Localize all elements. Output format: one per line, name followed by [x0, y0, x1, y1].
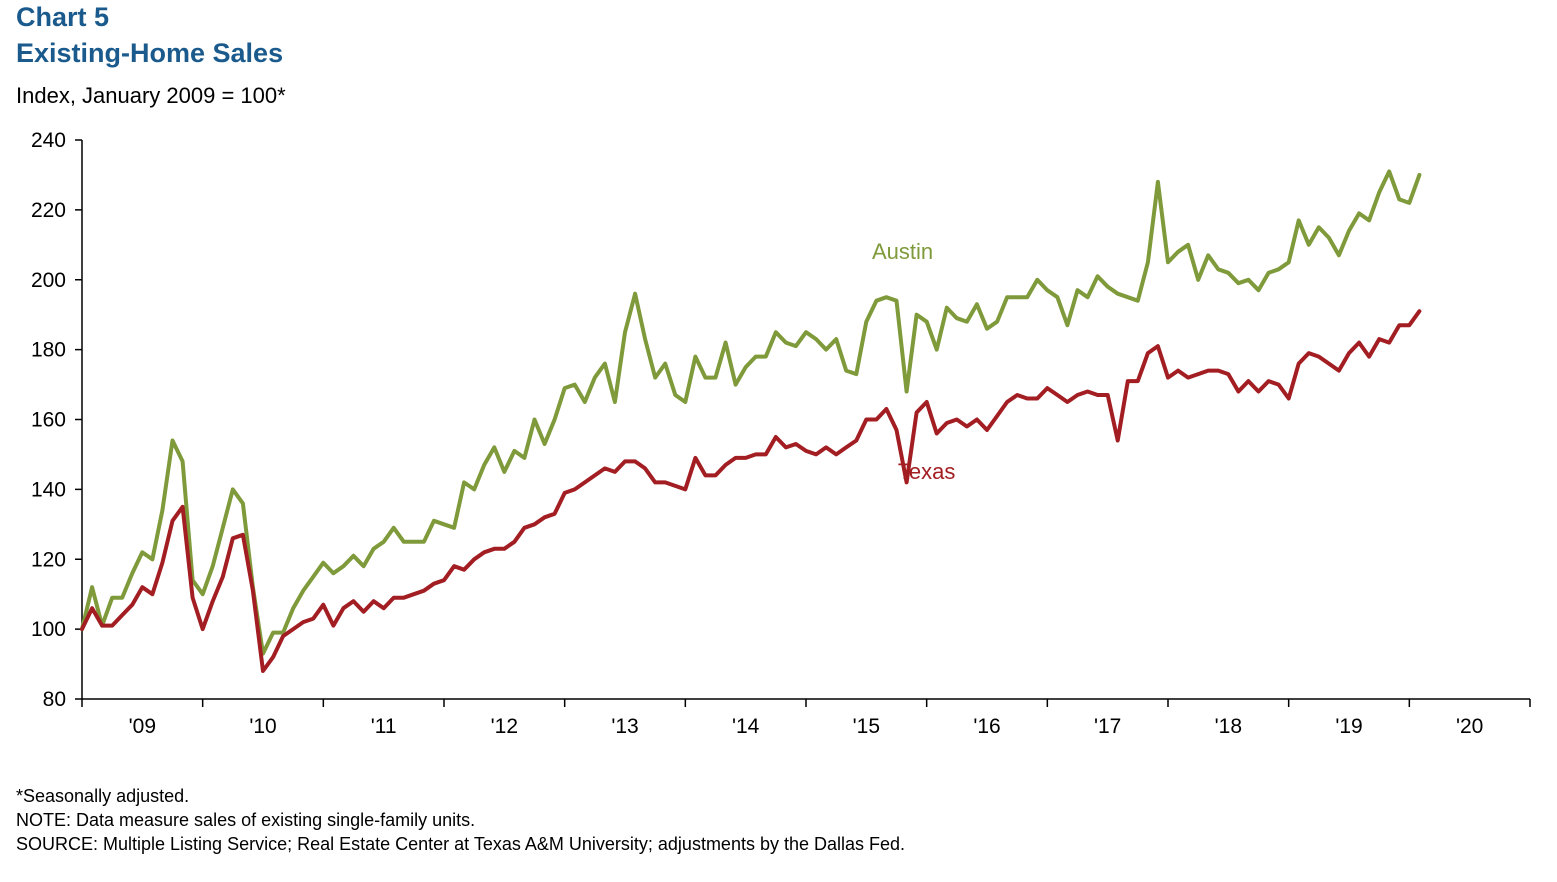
chart-number: Chart 5 — [16, 2, 110, 32]
y-tick-label: 220 — [31, 199, 66, 222]
series-lines — [80, 169, 1422, 673]
y-tick-label: 140 — [31, 478, 66, 501]
chart-subtitle: Index, January 2009 = 100* — [16, 83, 286, 108]
x-tick-label: '16 — [973, 715, 1000, 738]
footnote-source: SOURCE: Multiple Listing Service; Real E… — [16, 834, 906, 854]
x-tick-label: '09 — [129, 715, 156, 738]
x-tick-label: '12 — [491, 715, 518, 738]
axes: 80 100 120 140 160 180 200 220 240 '09 '10 '11 '12 '1… — [31, 129, 1531, 738]
x-tick-label: '17 — [1094, 715, 1121, 738]
y-tick-label: 180 — [31, 339, 66, 362]
x-tick-label: '10 — [249, 715, 276, 738]
x-tick-label: '20 — [1456, 715, 1483, 738]
series-labels: Austin Texas — [872, 239, 955, 484]
series-label-austin: Austin — [872, 239, 933, 264]
series-line-austin — [80, 169, 1422, 656]
y-tick-label: 120 — [31, 548, 66, 571]
x-tick-label: '19 — [1335, 715, 1362, 738]
y-tick-label: 240 — [31, 129, 66, 152]
x-tick-label: '11 — [371, 715, 397, 738]
y-tick-label: 160 — [31, 409, 66, 432]
x-tick-label: '15 — [853, 715, 880, 738]
x-tick-label: '14 — [732, 715, 760, 738]
y-tick-label: 80 — [43, 688, 66, 711]
line-chart: 80 100 120 140 160 180 200 220 240 '09 '10 '11 '12 '1… — [31, 129, 1531, 738]
footnote-seasonal: *Seasonally adjusted. — [16, 786, 190, 806]
x-tick-label: '18 — [1215, 715, 1242, 738]
chart-title: Existing-Home Sales — [16, 38, 284, 68]
series-label-texas: Texas — [898, 459, 955, 484]
y-tick-label: 100 — [31, 618, 66, 641]
footnote-note: NOTE: Data measure sales of existing sin… — [16, 810, 476, 830]
x-tick-label: '13 — [611, 715, 638, 738]
series-line-texas — [80, 309, 1422, 673]
y-tick-label: 200 — [31, 269, 66, 292]
